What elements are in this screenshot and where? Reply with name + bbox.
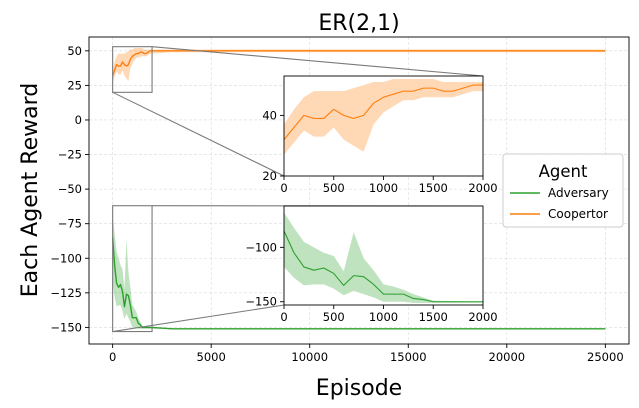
- y-tick-label: −100: [50, 251, 82, 265]
- inset-plot-area: [284, 212, 483, 303]
- inset-x-tick-label: 1500: [419, 310, 448, 324]
- inset-y-tick-label: −150: [245, 295, 277, 309]
- line-adversary: [111, 237, 606, 330]
- inset-x-tick-label: 2000: [468, 310, 497, 324]
- main-axes-frame: [88, 36, 630, 345]
- legend-label-adversary: Adversary: [548, 186, 609, 200]
- chart-title: ER(2,1): [318, 11, 399, 36]
- inset-coopertor: 0 500 1000 1500 2000 40 20: [262, 75, 498, 195]
- zoom-region-coopertor: [112, 46, 153, 93]
- x-tick-label: 15000: [390, 350, 427, 364]
- inset-plot-area: [284, 79, 483, 155]
- line-coopertor: [284, 84, 483, 140]
- zoom-connector: [112, 304, 285, 333]
- x-tick-label: 0: [109, 350, 116, 364]
- inset-y-tick-label: −100: [245, 240, 277, 254]
- y-tick-label: −50: [58, 182, 82, 196]
- y-tick-label: −150: [50, 320, 82, 334]
- y-tick-label: −75: [58, 217, 82, 231]
- zoom-connector: [152, 46, 484, 77]
- inset-y-tick-label: 20: [262, 169, 277, 183]
- inset-x-tick-label: 1000: [369, 310, 398, 324]
- inset-y-tick-label: 40: [262, 108, 277, 122]
- y-tick-label: 50: [67, 44, 82, 58]
- line-adversary: [284, 230, 483, 303]
- y-tick-label: 25: [67, 78, 82, 92]
- x-tick-label: 10000: [291, 350, 328, 364]
- band-adversary: [284, 212, 483, 303]
- main-axis-ticks: 0 5000 10000 15000 20000 2500050250−25−50−75−…: [50, 44, 623, 364]
- legend-title: Agent: [539, 162, 588, 181]
- band-coopertor: [284, 79, 483, 155]
- inset-x-tick-label: 500: [323, 181, 345, 195]
- inset-x-tick-label: 1000: [369, 181, 398, 195]
- y-tick-label: −125: [50, 286, 82, 300]
- y-tick-label: −25: [58, 148, 82, 162]
- x-tick-label: 25000: [587, 350, 624, 364]
- x-tick-label: 5000: [197, 350, 226, 364]
- x-axis-label: Episode: [316, 376, 402, 401]
- inset-x-tick-label: 0: [280, 181, 287, 195]
- inset-x-tick-label: 1500: [419, 181, 448, 195]
- y-tick-label: 0: [75, 113, 82, 127]
- inset-x-tick-label: 500: [323, 310, 345, 324]
- inset-x-tick-label: 0: [280, 310, 287, 324]
- inset-adversary: 0 500 1000 1500 2000 −100 −150: [245, 205, 498, 324]
- inset-background: [284, 76, 483, 176]
- zoom-connector: [112, 91, 285, 177]
- legend: Agent Adversary Coopertor: [502, 153, 624, 228]
- inset-x-tick-label: 2000: [468, 181, 497, 195]
- zoom-region-adversary: [112, 205, 153, 333]
- y-axis-label: Each Agent Reward: [18, 83, 43, 297]
- line-coopertor: [111, 50, 606, 76]
- x-tick-label: 20000: [489, 350, 526, 364]
- legend-label-coopertor: Coopertor: [548, 207, 608, 221]
- inset-background: [284, 206, 483, 305]
- legend-box: [502, 153, 624, 228]
